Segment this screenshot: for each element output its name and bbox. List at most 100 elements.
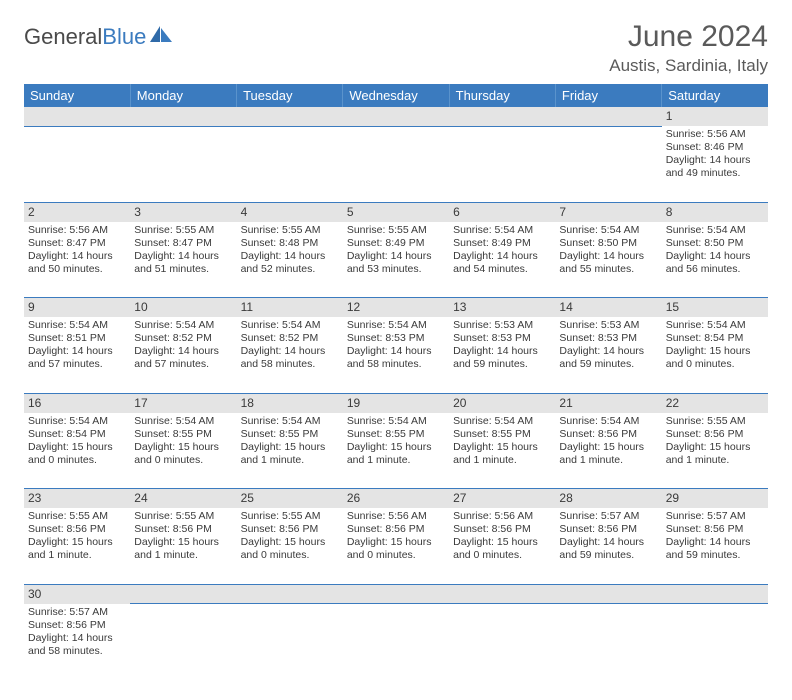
day-number: 20 [449, 393, 555, 413]
day-header-row: Sunday Monday Tuesday Wednesday Thursday… [24, 84, 768, 107]
day-cell: Sunrise: 5:57 AMSunset: 8:56 PMDaylight:… [662, 508, 768, 584]
day-cell: Sunrise: 5:54 AMSunset: 8:52 PMDaylight:… [130, 317, 236, 393]
day-details: Sunrise: 5:55 AMSunset: 8:56 PMDaylight:… [241, 510, 339, 563]
day-content-row: Sunrise: 5:56 AMSunset: 8:46 PMDaylight:… [24, 126, 768, 202]
day-cell: Sunrise: 5:54 AMSunset: 8:51 PMDaylight:… [24, 317, 130, 393]
col-tuesday: Tuesday [237, 84, 343, 107]
day-number: 21 [555, 393, 661, 413]
day-number: 12 [343, 298, 449, 318]
logo-text-2: Blue [102, 24, 146, 50]
logo: GeneralBlue [24, 20, 174, 50]
day-content-row: Sunrise: 5:56 AMSunset: 8:47 PMDaylight:… [24, 222, 768, 298]
day-details: Sunrise: 5:54 AMSunset: 8:54 PMDaylight:… [28, 415, 126, 468]
day-cell: Sunrise: 5:55 AMSunset: 8:56 PMDaylight:… [662, 413, 768, 489]
day-details: Sunrise: 5:54 AMSunset: 8:50 PMDaylight:… [666, 224, 764, 277]
daynum-row: 1 [24, 107, 768, 126]
daynum-row: 23242526272829 [24, 489, 768, 509]
day-cell: Sunrise: 5:54 AMSunset: 8:55 PMDaylight:… [130, 413, 236, 489]
day-details: Sunrise: 5:56 AMSunset: 8:46 PMDaylight:… [666, 128, 764, 181]
day-details: Sunrise: 5:57 AMSunset: 8:56 PMDaylight:… [559, 510, 657, 563]
day-number: 8 [662, 202, 768, 222]
day-number: 16 [24, 393, 130, 413]
day-number [662, 584, 768, 604]
col-wednesday: Wednesday [343, 84, 449, 107]
day-number: 19 [343, 393, 449, 413]
day-cell: Sunrise: 5:57 AMSunset: 8:56 PMDaylight:… [24, 604, 130, 680]
day-number [24, 107, 130, 126]
day-cell: Sunrise: 5:55 AMSunset: 8:49 PMDaylight:… [343, 222, 449, 298]
day-cell: Sunrise: 5:54 AMSunset: 8:49 PMDaylight:… [449, 222, 555, 298]
daynum-row: 9101112131415 [24, 298, 768, 318]
day-cell: Sunrise: 5:56 AMSunset: 8:47 PMDaylight:… [24, 222, 130, 298]
day-cell: Sunrise: 5:54 AMSunset: 8:55 PMDaylight:… [449, 413, 555, 489]
day-details: Sunrise: 5:54 AMSunset: 8:52 PMDaylight:… [134, 319, 232, 372]
day-number: 10 [130, 298, 236, 318]
col-saturday: Saturday [662, 84, 768, 107]
day-cell [662, 604, 768, 680]
day-cell: Sunrise: 5:55 AMSunset: 8:56 PMDaylight:… [130, 508, 236, 584]
day-details: Sunrise: 5:55 AMSunset: 8:56 PMDaylight:… [666, 415, 764, 468]
day-details: Sunrise: 5:54 AMSunset: 8:50 PMDaylight:… [559, 224, 657, 277]
day-cell [555, 604, 661, 680]
title-block: June 2024 Austis, Sardinia, Italy [609, 20, 768, 76]
day-number: 6 [449, 202, 555, 222]
day-cell [449, 126, 555, 202]
day-number: 17 [130, 393, 236, 413]
day-number: 7 [555, 202, 661, 222]
day-number: 2 [24, 202, 130, 222]
day-details: Sunrise: 5:56 AMSunset: 8:47 PMDaylight:… [28, 224, 126, 277]
day-number: 22 [662, 393, 768, 413]
day-cell: Sunrise: 5:54 AMSunset: 8:53 PMDaylight:… [343, 317, 449, 393]
day-details: Sunrise: 5:57 AMSunset: 8:56 PMDaylight:… [28, 606, 126, 659]
day-details: Sunrise: 5:56 AMSunset: 8:56 PMDaylight:… [347, 510, 445, 563]
day-number: 9 [24, 298, 130, 318]
day-details: Sunrise: 5:54 AMSunset: 8:53 PMDaylight:… [347, 319, 445, 372]
day-content-row: Sunrise: 5:54 AMSunset: 8:51 PMDaylight:… [24, 317, 768, 393]
month-title: June 2024 [609, 20, 768, 54]
calendar-table: Sunday Monday Tuesday Wednesday Thursday… [24, 84, 768, 680]
day-content-row: Sunrise: 5:57 AMSunset: 8:56 PMDaylight:… [24, 604, 768, 680]
day-details: Sunrise: 5:55 AMSunset: 8:56 PMDaylight:… [28, 510, 126, 563]
day-cell: Sunrise: 5:54 AMSunset: 8:54 PMDaylight:… [662, 317, 768, 393]
day-cell: Sunrise: 5:57 AMSunset: 8:56 PMDaylight:… [555, 508, 661, 584]
logo-sail-icon [148, 24, 174, 50]
day-number [130, 107, 236, 126]
day-cell: Sunrise: 5:55 AMSunset: 8:48 PMDaylight:… [237, 222, 343, 298]
day-details: Sunrise: 5:54 AMSunset: 8:54 PMDaylight:… [666, 319, 764, 372]
day-cell [449, 604, 555, 680]
day-number: 24 [130, 489, 236, 509]
day-details: Sunrise: 5:53 AMSunset: 8:53 PMDaylight:… [453, 319, 551, 372]
day-number: 14 [555, 298, 661, 318]
day-cell [237, 126, 343, 202]
day-details: Sunrise: 5:54 AMSunset: 8:55 PMDaylight:… [134, 415, 232, 468]
day-number: 27 [449, 489, 555, 509]
day-number [237, 107, 343, 126]
day-number: 26 [343, 489, 449, 509]
day-cell: Sunrise: 5:55 AMSunset: 8:56 PMDaylight:… [237, 508, 343, 584]
day-content-row: Sunrise: 5:55 AMSunset: 8:56 PMDaylight:… [24, 508, 768, 584]
day-number [343, 107, 449, 126]
day-number: 4 [237, 202, 343, 222]
col-monday: Monday [130, 84, 236, 107]
day-details: Sunrise: 5:54 AMSunset: 8:55 PMDaylight:… [453, 415, 551, 468]
header: GeneralBlue June 2024 Austis, Sardinia, … [24, 20, 768, 76]
day-number [130, 584, 236, 604]
day-details: Sunrise: 5:55 AMSunset: 8:49 PMDaylight:… [347, 224, 445, 277]
day-number: 11 [237, 298, 343, 318]
daynum-row: 16171819202122 [24, 393, 768, 413]
day-cell: Sunrise: 5:56 AMSunset: 8:56 PMDaylight:… [449, 508, 555, 584]
location: Austis, Sardinia, Italy [609, 56, 768, 76]
day-details: Sunrise: 5:57 AMSunset: 8:56 PMDaylight:… [666, 510, 764, 563]
day-cell: Sunrise: 5:54 AMSunset: 8:55 PMDaylight:… [343, 413, 449, 489]
logo-text-1: General [24, 24, 102, 50]
day-number [555, 584, 661, 604]
col-friday: Friday [555, 84, 661, 107]
day-cell: Sunrise: 5:54 AMSunset: 8:50 PMDaylight:… [555, 222, 661, 298]
day-details: Sunrise: 5:55 AMSunset: 8:47 PMDaylight:… [134, 224, 232, 277]
daynum-row: 30 [24, 584, 768, 604]
col-thursday: Thursday [449, 84, 555, 107]
day-number: 5 [343, 202, 449, 222]
day-cell: Sunrise: 5:54 AMSunset: 8:50 PMDaylight:… [662, 222, 768, 298]
day-details: Sunrise: 5:54 AMSunset: 8:49 PMDaylight:… [453, 224, 551, 277]
day-number: 28 [555, 489, 661, 509]
